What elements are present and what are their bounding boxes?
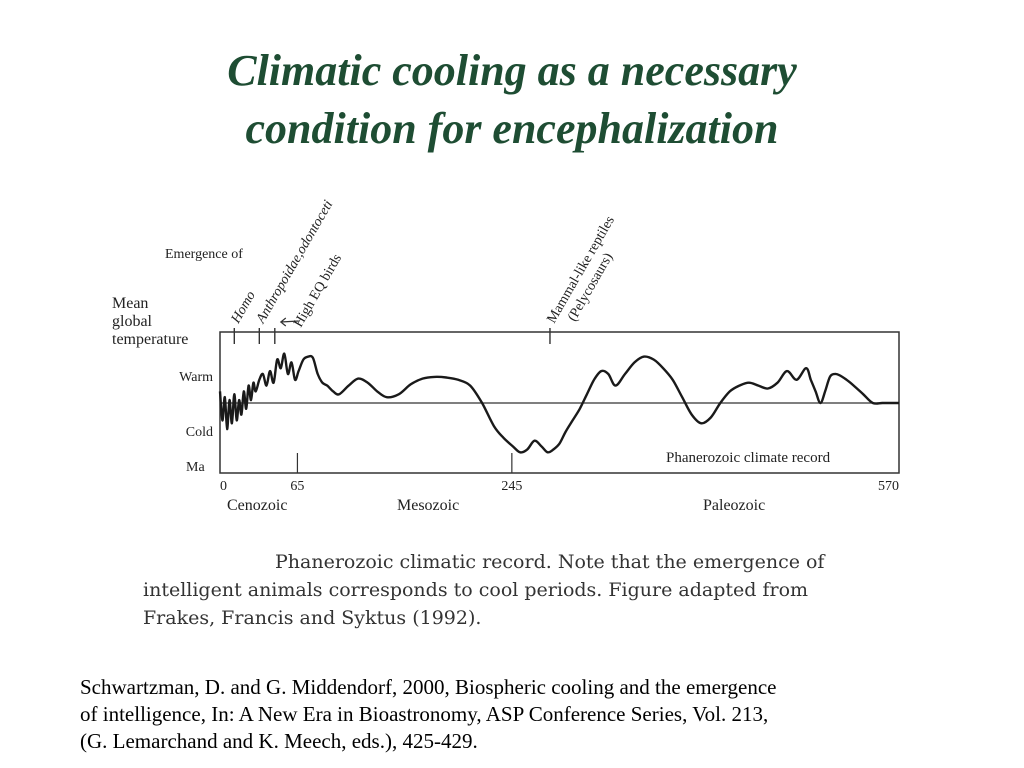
era-paleozoic: Paleozoic xyxy=(703,497,765,514)
emergence-label-1: Anthropoidae,odontoceti xyxy=(253,198,336,327)
x-tick-label-0: 0 xyxy=(220,479,227,494)
caption-line-1: Phanerozoic climatic record. Note that t… xyxy=(275,551,825,573)
slide-title-line-1: Climatic cooling as a necessary xyxy=(227,46,797,95)
era-cenozoic: Cenozoic xyxy=(227,497,287,514)
caption-line-2: intelligent animals corresponds to cool … xyxy=(143,579,809,601)
y-axis-label-line-3: temperature xyxy=(112,331,188,348)
slide-title-line-2: condition for encephalization xyxy=(245,104,779,153)
x-tick-label-65: 65 xyxy=(290,479,304,494)
citation-line-1: Schwartzman, D. and G. Middendorf, 2000,… xyxy=(80,675,777,699)
x-ticks: 0 65 245 570 xyxy=(220,453,899,494)
emergence-label-3: Mammal-like reptiles(Pelycosaurs) xyxy=(544,214,632,335)
citation: Schwartzman, D. and G. Middendorf, 2000,… xyxy=(80,674,960,755)
y-tick-cold: Cold xyxy=(186,425,213,440)
x-axis-label: Ma xyxy=(186,460,205,475)
chart-title: Phanerozoic climate record xyxy=(666,450,831,466)
x-tick-label-570: 570 xyxy=(878,479,899,494)
emergence-label-0: Homo xyxy=(228,289,259,327)
x-tick-label-245: 245 xyxy=(501,479,522,494)
figure-caption: Phanerozoic climatic record. Note that t… xyxy=(143,548,903,632)
slide-title: Climatic cooling as a necessary conditio… xyxy=(0,42,1024,158)
series-line xyxy=(218,352,899,454)
y-tick-warm: Warm xyxy=(179,370,213,385)
y-axis-label-line-1: Mean xyxy=(112,295,148,312)
citation-line-3: (G. Lemarchand and K. Meech, eds.), 425-… xyxy=(80,729,478,753)
era-mesozoic: Mesozoic xyxy=(397,497,459,514)
y-axis-label: Mean global temperature xyxy=(112,295,188,348)
citation-line-2: of intelligence, In: A New Era in Bioast… xyxy=(80,702,769,726)
y-axis-label-line-2: global xyxy=(112,313,153,330)
arrow-icon xyxy=(279,317,299,327)
caption-line-3: Frakes, Francis and Syktus (1992). xyxy=(143,607,482,629)
emergence-heading: Emergence of xyxy=(165,247,243,262)
